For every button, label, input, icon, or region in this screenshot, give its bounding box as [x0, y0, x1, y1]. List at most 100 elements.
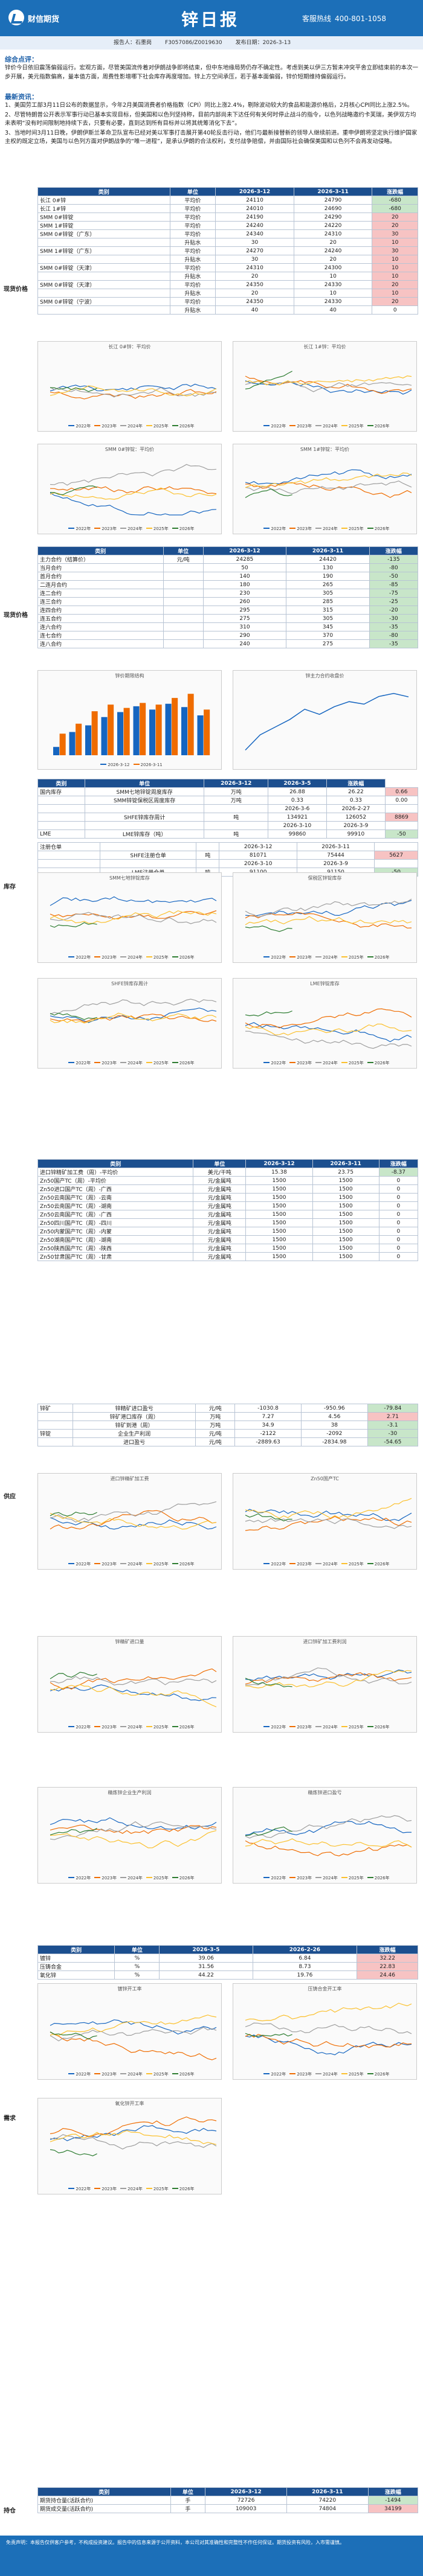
- table-row: 升贴水 20 10 10: [37, 272, 418, 281]
- series-line: [245, 1815, 412, 1839]
- chart: LME锌锭库存 2022年 2023年 2024年 2025年 2026年: [233, 978, 417, 1069]
- bar: [149, 709, 156, 755]
- series-line: [245, 1678, 292, 1687]
- table-row: Zn50内蒙国产TC（周）-内蒙 元/金属吨 1500 1500 0: [37, 1227, 419, 1236]
- series-line: [245, 472, 412, 488]
- series-line: [50, 2019, 217, 2035]
- series-line: [50, 1824, 217, 1834]
- series-line: [245, 1031, 412, 1049]
- series-line: [245, 1008, 412, 1029]
- bar: [101, 717, 108, 755]
- bar: [187, 694, 194, 755]
- series-line: [245, 469, 412, 485]
- bar: [155, 705, 162, 755]
- series-line: [50, 486, 217, 494]
- report-meta: 报告人：石墨岗 F3057086/Z0019630 发布日期：2026-3-13: [0, 36, 423, 50]
- brand-logo: 财信期货: [8, 8, 75, 27]
- table-row: Zn50湖南国产TC（周）-湖南 元/金属吨 1500 1500 0: [37, 1235, 419, 1244]
- series-line: [50, 1830, 217, 1849]
- table-row: 镀锌% 39.06 6.84 32.22: [37, 1954, 418, 1963]
- series-line: [50, 2027, 217, 2042]
- series-line: [50, 1008, 217, 1023]
- series-line: [50, 2015, 217, 2036]
- series-line: [50, 1513, 217, 1530]
- series-line: [245, 481, 412, 494]
- overview-text: 锌价今日依旧震荡偏弱运行。宏观方面，尽管美国流传着对伊朗战争即将结束，但中东地缘…: [5, 65, 419, 80]
- series-line: [245, 2033, 292, 2037]
- series-line: [50, 896, 217, 906]
- bar: [108, 705, 114, 755]
- series-line: [50, 922, 97, 928]
- table-row: 长江 0#锌 平均价 24110 24790 -680: [37, 196, 418, 205]
- bar: [165, 703, 172, 755]
- table-row: 国内库存 SMM七地锌锭周度库存 万吨 26.88 26.22 0.66: [37, 787, 419, 796]
- table-row: SMM 1#锌锭 平均价 24240 24220 20: [37, 221, 418, 230]
- bar: [85, 725, 92, 755]
- inventory-side-label: 库存: [4, 884, 16, 890]
- table-row: 连四合约 295 315 -20: [37, 606, 419, 615]
- table-row: Zn50进口国产TC（周）-广西 元/金属吨 1500 1500 0: [37, 1184, 419, 1194]
- chart: 压铸合金开工率 2022年 2023年 2024年 2025年 2026年: [233, 1983, 417, 2080]
- table-row: Zn50云南国产TC（周）-云南 元/金属吨 1500 1500 0: [37, 1193, 419, 1202]
- chart: SHFE锌库存周计 2022年 2023年 2024年 2025年 2026年: [37, 978, 222, 1069]
- series-line: [50, 386, 217, 398]
- chart: SMM七地锌锭库存 2022年 2023年 2024年 2025年 2026年: [37, 872, 222, 963]
- table-row: Zn50四川国产TC（周）-四川 元/金属吨 1500 1500 0: [37, 1218, 419, 1227]
- bar: [76, 723, 82, 755]
- table-row: 升贴水 40 40 0: [37, 305, 418, 315]
- bar: [91, 711, 98, 755]
- table-row: 2026-3-10 2026-3-9: [37, 821, 419, 830]
- series-line: [245, 1826, 292, 1836]
- chart: SMM 0#锌锭：平均价 2022年 2023年 2024年 2025年 2026年: [37, 444, 222, 534]
- series-line: [50, 1827, 97, 1835]
- table-header: 类别 单位 2026-3-12 2026-3-5 涨跌幅: [37, 779, 418, 788]
- table-row: 进口锌精矿加工费（周）-平均价 美元/干吨 15.38 23.75 -8.37: [37, 1168, 419, 1177]
- table-row: 压铸合金% 31.56 8.73 22.83: [37, 1962, 418, 1971]
- spot-side-label: 现货价格: [4, 286, 28, 293]
- bar: [59, 733, 66, 755]
- series-line: [50, 1684, 217, 1701]
- bar: [172, 698, 178, 755]
- chart: 氧化锌开工率 2022年 2023年 2024年 2025年 2026年: [37, 2098, 222, 2194]
- series-line: [50, 492, 217, 516]
- chart: 镀锌开工率 2022年 2023年 2024年 2025年 2026年: [37, 1983, 222, 2080]
- news-list: 1、美国劳工部3月11日公布的数据显示，今年2月美国消费者价格指数（CPI）同比…: [5, 102, 418, 145]
- brand-name: 财信期货: [28, 15, 60, 24]
- table-row: 二连月合约 180 265 -85: [37, 580, 419, 589]
- demand-table: 类别 单位 2026-3-5 2026-2-26 涨跌幅 镀锌% 39.06 6.84 32.2…: [37, 1945, 418, 1980]
- series-line: [245, 898, 412, 918]
- table-row: 期货成交量(活跃合约) 手 109003 74804 34199: [37, 2504, 419, 2513]
- table-row: SHFE锌库存周计吨 134921 126052 8869: [37, 813, 419, 822]
- table-row: SMM 0#锌锭（宁波） 平均价 24350 24330 20: [37, 297, 418, 306]
- bar: [140, 703, 146, 755]
- series-line: [50, 2116, 217, 2138]
- table-row: 连二合约 230 305 -75: [37, 589, 419, 598]
- ore-table: 锌矿 锌精矿进口盈亏 元/吨 -1030.8 -950.96 -79.84 锌矿港口库存（周…: [37, 1404, 419, 1446]
- table-row: 当月合约 50 130 -80: [37, 563, 419, 572]
- series-line: [50, 910, 217, 924]
- series-line: [50, 2149, 97, 2156]
- series-line: [50, 2125, 217, 2141]
- series-line: [50, 1672, 97, 1680]
- series-line: [50, 389, 217, 400]
- table-row: 锌矿 锌精矿进口盈亏 元/吨 -1030.8 -950.96 -79.84: [37, 1404, 419, 1413]
- series-line: [50, 1501, 217, 1523]
- series-line: [50, 2130, 217, 2145]
- table-row: 注册仓单 2026-3-12 2026-3-11: [37, 842, 418, 851]
- series-line: [245, 1667, 412, 1686]
- chart: 保税区锌锭库存 2022年 2023年 2024年 2025年 2026年: [233, 872, 417, 963]
- series-line: [245, 371, 292, 389]
- series-line: [245, 1498, 412, 1519]
- demand-side-label: 需求: [4, 2115, 16, 2122]
- series-line: [245, 1011, 292, 1017]
- chart: 进口锌矿加工费利润 2022年 2023年 2024年 2025年 2026年: [233, 1636, 417, 1733]
- main-contract-chart: 锌主力合约收盘价: [233, 670, 417, 770]
- table-row: Zn50云南国产TC（周）-湖南 元/金属吨 1500 1500 0: [37, 1201, 419, 1210]
- series-line: [50, 487, 217, 500]
- series-line: [245, 1518, 412, 1529]
- bar: [123, 708, 130, 755]
- table-row: 升贴水 30 20 10: [37, 238, 418, 247]
- table-header: 类别 单位 2026-3-5 2026-2-26 涨跌幅: [37, 1945, 418, 1954]
- series-line: [50, 2031, 217, 2060]
- spot-price-table: 类别 单位 2026-3-12 2026-3-11 涨跌幅 长江 0#锌 平均价 24110 2…: [37, 187, 418, 315]
